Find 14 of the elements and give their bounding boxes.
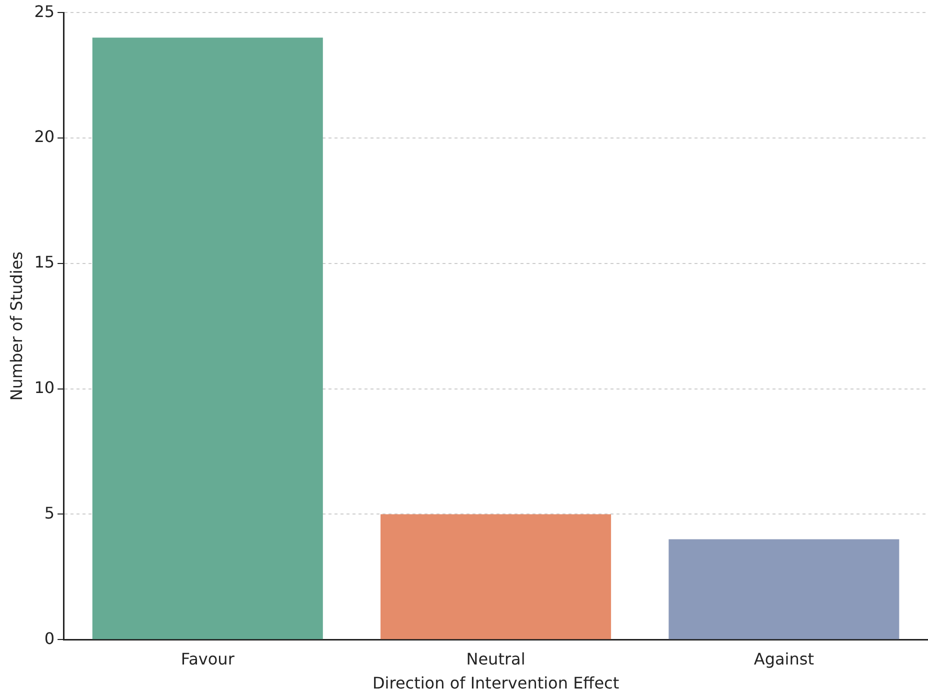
x-axis-title: Direction of Intervention Effect	[372, 674, 620, 693]
y-tick-label: 25	[34, 2, 55, 21]
bar	[92, 38, 323, 640]
y-tick-label: 10	[34, 378, 55, 397]
bar	[668, 539, 900, 640]
x-tick-label: Neutral	[466, 649, 526, 668]
y-tick-label: 15	[34, 252, 55, 272]
x-tick-label: Favour	[180, 649, 235, 668]
y-tick-label: 5	[44, 503, 55, 522]
bar	[380, 514, 612, 640]
y-tick-label: 20	[34, 127, 55, 146]
y-axis-title: Number of Studies	[6, 251, 26, 401]
y-tick-label: 0	[44, 628, 55, 648]
x-tick-label: Against	[754, 649, 814, 668]
